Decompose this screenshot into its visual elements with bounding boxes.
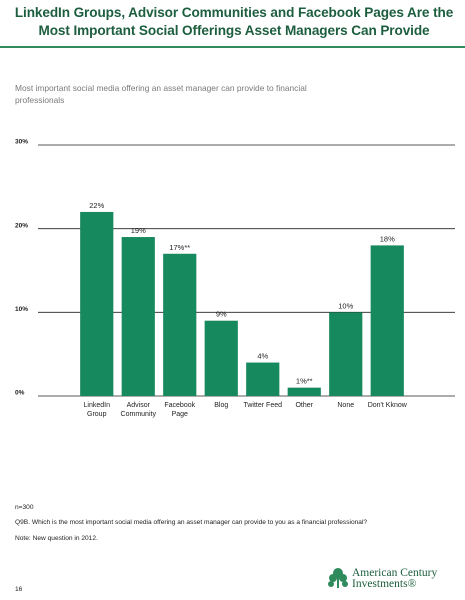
title-rule	[0, 46, 465, 48]
value-label: 22%	[89, 201, 104, 210]
bar	[329, 312, 363, 396]
x-tick-label: Twitter Feed	[243, 402, 282, 409]
x-tick-label: LinkedIn Group	[83, 402, 110, 418]
value-label: 4%	[257, 352, 268, 361]
value-label: 9%	[216, 310, 227, 319]
bar	[204, 320, 238, 396]
x-tick-label: Facebook Page	[164, 402, 196, 418]
x-tick-label: Other	[295, 402, 313, 409]
page-number: 16	[15, 586, 23, 593]
bar	[121, 237, 155, 396]
y-tick-label: 0%	[15, 390, 25, 397]
x-tick-label: Blog	[214, 402, 229, 409]
note: Note: New question in 2012.	[15, 535, 98, 542]
chart-subtitle: Most important social media offering an …	[15, 83, 307, 105]
value-label: 19%	[131, 226, 146, 235]
x-tick-label: Don't Kknow	[367, 402, 407, 409]
page-title: LinkedIn Groups, Advisor Communities and…	[14, 5, 454, 38]
question: Q9B. Which is the most important social …	[15, 519, 368, 526]
bar	[370, 245, 404, 396]
sample-size: n=300	[15, 504, 34, 511]
bar	[80, 211, 114, 396]
value-label: 10%	[338, 301, 353, 310]
logo-icon	[328, 568, 348, 588]
bar	[246, 362, 280, 396]
value-label: 17%**	[169, 243, 190, 252]
bar	[163, 253, 197, 396]
bar	[287, 387, 321, 396]
y-tick-label: 30%	[15, 139, 28, 146]
y-tick-label: 10%	[15, 306, 28, 313]
logo-text: American Century Investments®	[352, 567, 438, 590]
y-tick-label: 20%	[15, 222, 28, 229]
x-tick-label: None	[337, 402, 355, 409]
value-label: 18%	[380, 234, 395, 243]
value-label: 1%**	[296, 377, 313, 386]
x-tick-label: Advisor Community	[120, 402, 156, 418]
